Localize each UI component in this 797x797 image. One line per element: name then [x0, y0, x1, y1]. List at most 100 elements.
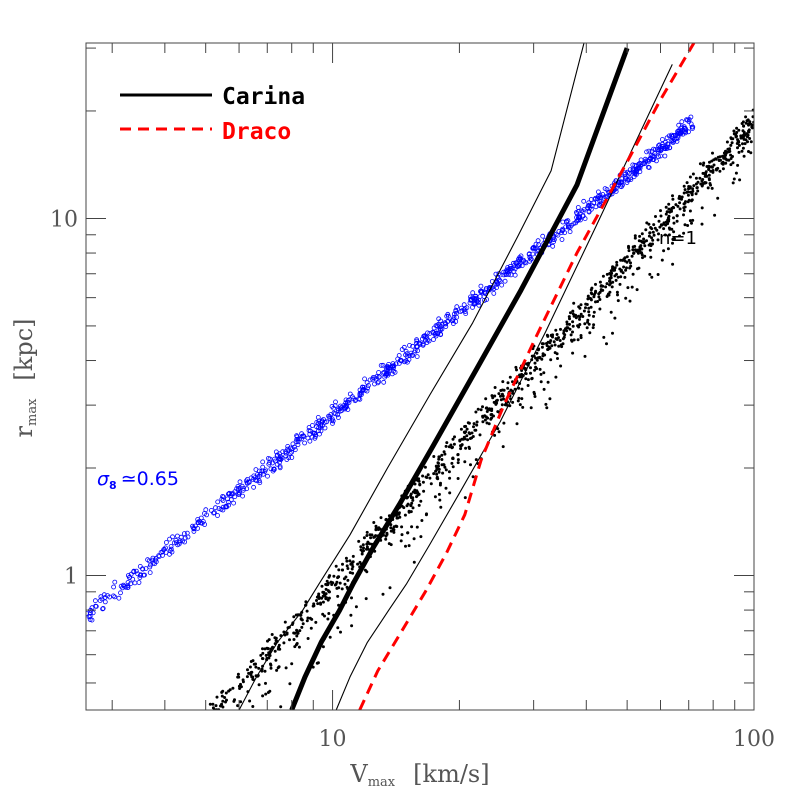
n1-point: [727, 150, 731, 154]
n1-point: [540, 342, 544, 346]
n1-point: [560, 345, 564, 349]
n1-point: [732, 129, 736, 133]
n1-point: [659, 214, 663, 218]
n1-point: [667, 214, 671, 218]
n1-point: [249, 660, 253, 663]
sigma8-point: [438, 318, 444, 324]
n1-point: [285, 631, 289, 635]
n1-point: [268, 689, 272, 693]
sigma8-point: [357, 387, 363, 393]
sigma8-point: [277, 459, 282, 465]
series-sigma8-points: [86, 114, 696, 623]
n1-point: [456, 458, 460, 462]
sigma8-point: [362, 376, 368, 382]
n1-point: [552, 340, 556, 344]
sigma8-point: [585, 205, 591, 211]
n1-point: [305, 619, 309, 623]
plot-area: [86, 43, 754, 764]
n1-point: [615, 260, 619, 264]
n1-point: [643, 244, 647, 248]
n1-point: [324, 582, 328, 586]
sigma8-point: [278, 457, 284, 463]
n1-point: [463, 496, 467, 500]
n1-point: [746, 140, 749, 144]
sigma8-point: [100, 606, 106, 611]
n1-point: [671, 197, 675, 201]
n1-point: [195, 749, 198, 752]
sigma8-point: [232, 489, 238, 495]
n1-point: [565, 326, 569, 330]
n1-point: [626, 286, 630, 290]
sigma8-point: [487, 287, 492, 293]
sigma8-point: [132, 580, 138, 586]
n1-point: [327, 612, 331, 615]
n1-point: [402, 506, 406, 510]
n1-point: [213, 721, 216, 724]
sigma8-point: [399, 358, 405, 364]
sigma8-point: [137, 575, 143, 580]
n1-point: [292, 638, 296, 641]
n1-point: [290, 662, 294, 666]
n1-point: [730, 137, 733, 141]
n1-point: [269, 663, 273, 667]
sigma8-point: [220, 493, 226, 499]
sigma8-point: [272, 456, 277, 462]
sigma8-point: [330, 420, 335, 426]
plot-frame: [85, 42, 755, 711]
n1-point: [650, 227, 654, 231]
sigma8-point: [393, 361, 399, 367]
n1-point: [547, 345, 551, 349]
sigma8-point: [637, 160, 643, 166]
n1-point: [662, 249, 666, 253]
n1-point: [652, 223, 656, 227]
n1-point: [399, 539, 403, 543]
n1-point: [266, 647, 270, 651]
n1-point: [220, 690, 224, 694]
n1-point: [204, 729, 207, 732]
n1-point: [177, 746, 180, 749]
sigma8-point: [508, 272, 514, 278]
annotation-n1: n=1: [659, 228, 697, 249]
n1-point: [711, 151, 714, 155]
n1-point: [545, 406, 549, 410]
sigma8-point: [147, 564, 153, 570]
n1-point: [294, 643, 298, 647]
n1-point: [420, 519, 424, 522]
annotation-sigma8: σ8 ≃0.65: [97, 468, 179, 492]
n1-point: [439, 505, 443, 509]
n1-point: [671, 241, 674, 245]
n1-point: [667, 202, 671, 206]
n1-point: [429, 482, 433, 486]
n1-point: [539, 372, 543, 376]
n1-point: [251, 705, 255, 708]
sigma8-point: [422, 333, 428, 339]
sigma8-point: [335, 412, 341, 418]
sigma8-point: [392, 369, 398, 375]
sigma8-point: [292, 447, 298, 453]
n1-point: [556, 357, 559, 360]
n1-point: [734, 171, 738, 175]
n1-point: [682, 184, 686, 188]
sigma8-point: [506, 272, 511, 277]
sigma8-point: [365, 383, 371, 388]
n1-point: [644, 228, 648, 232]
n1-point: [179, 761, 182, 764]
n1-point: [384, 534, 388, 538]
n1-point: [456, 453, 460, 457]
n1-point: [622, 265, 626, 269]
n1-point: [223, 720, 226, 723]
n1-point: [533, 361, 537, 365]
n1-point: [316, 602, 320, 606]
sigma8-point: [550, 243, 556, 249]
n1-point: [630, 285, 634, 289]
n1-point: [749, 151, 753, 155]
n1-point: [538, 367, 542, 371]
n1-point: [350, 624, 354, 628]
n1-point: [648, 272, 652, 276]
sigma8-point: [283, 449, 289, 455]
sigma8-point: [285, 443, 291, 449]
n1-point: [540, 345, 544, 349]
n1-point: [706, 186, 710, 190]
n1-point: [700, 206, 704, 210]
n1-point: [211, 743, 214, 746]
